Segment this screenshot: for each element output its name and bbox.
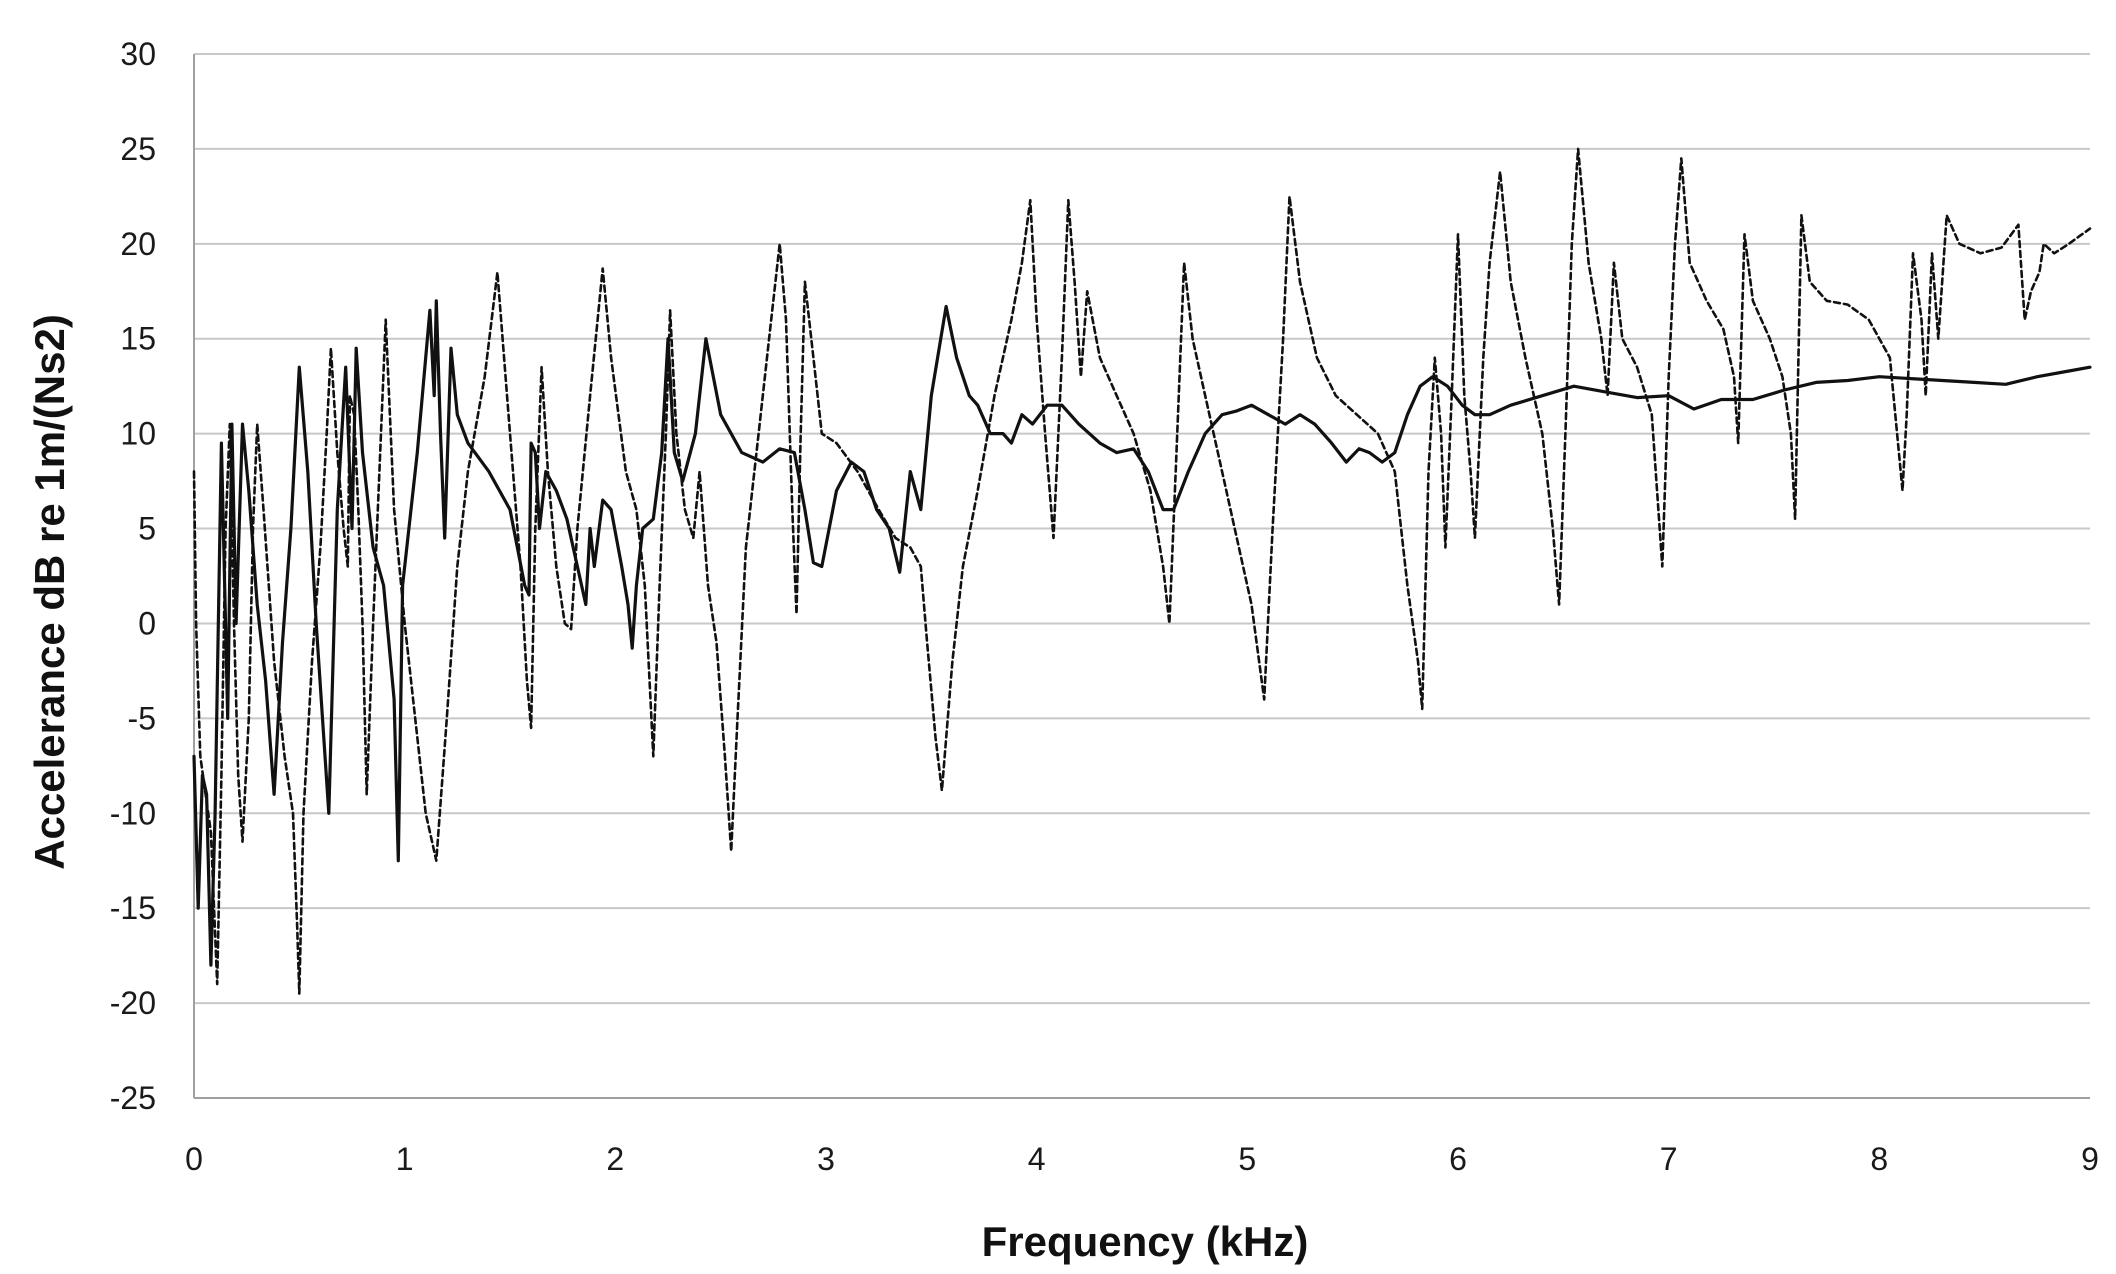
y-tick-label: 10: [120, 416, 156, 452]
y-tick-label: -5: [128, 700, 156, 736]
y-tick-label: 0: [138, 605, 156, 641]
y-tick-label: 15: [120, 321, 156, 357]
y-tick-label: 20: [120, 226, 156, 262]
dashed-series-line: [192, 147, 2092, 995]
x-tick-label: 1: [396, 1141, 414, 1177]
x-tick-label: 8: [1870, 1141, 1888, 1177]
y-tick-label: -20: [110, 985, 156, 1021]
x-tick-label: 6: [1449, 1141, 1467, 1177]
axes: [193, 54, 2090, 1099]
x-tick-label: 2: [606, 1141, 624, 1177]
x-tick-label: 7: [1660, 1141, 1678, 1177]
y-tick-label: 25: [120, 131, 156, 167]
series-lines: [192, 147, 2092, 995]
x-tick-label: 4: [1028, 1141, 1046, 1177]
y-axis-title: Accelerance dB re 1m/(Ns2): [26, 314, 73, 870]
y-tick-label: -25: [110, 1080, 156, 1116]
x-tick-label: 9: [2081, 1141, 2099, 1177]
y-tick-label: -15: [110, 890, 156, 926]
x-tick-label: 0: [185, 1141, 203, 1177]
solid-series-line: [192, 299, 2092, 967]
x-tick-label: 5: [1238, 1141, 1256, 1177]
tick-labels: -25 -20 -15 -10 -5 0 5 10 15 20 25 30 0 1 2 3 4 5 6 7 8 9: [110, 36, 2099, 1177]
x-axis-title: Frequency (kHz): [982, 1218, 1309, 1265]
x-tick-label: 3: [817, 1141, 835, 1177]
y-tick-label: 30: [120, 36, 156, 72]
y-tick-label: -10: [110, 795, 156, 831]
y-tick-label: 5: [138, 511, 156, 547]
